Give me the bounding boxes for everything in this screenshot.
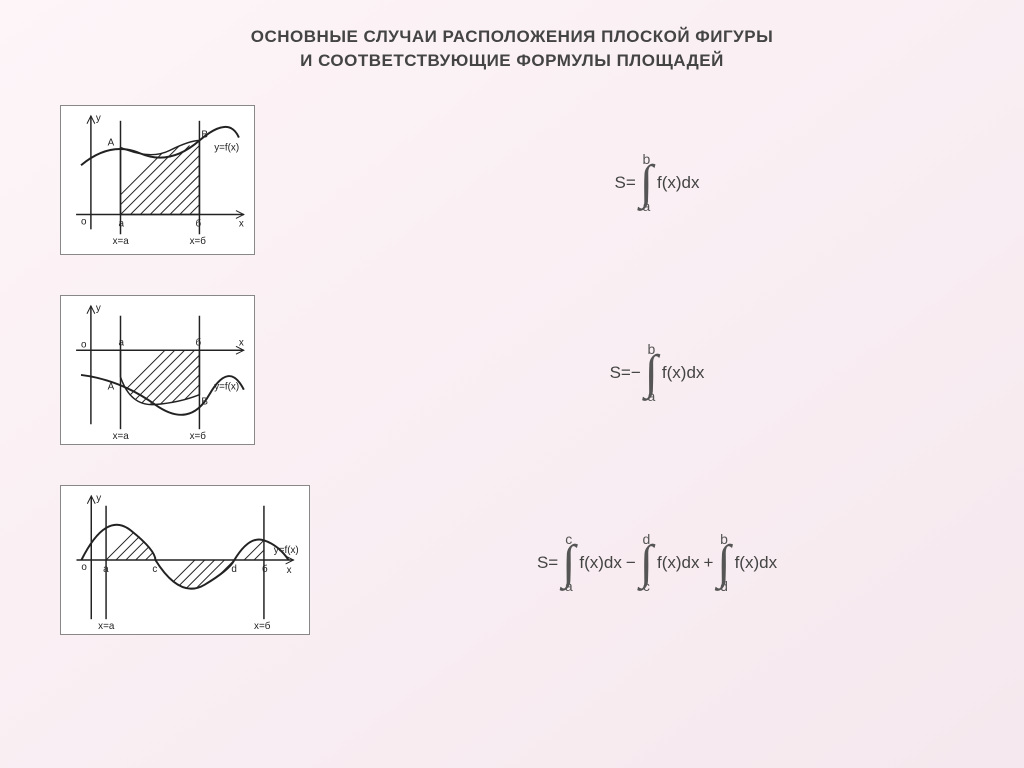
f2-integrand: f(x)dx	[662, 363, 705, 383]
svg-text:б: б	[195, 218, 201, 229]
title-line-2: И СООТВЕТСТВУЮЩИЕ ФОРМУЛЫ ПЛОЩАДЕЙ	[60, 49, 964, 73]
f2-prefix: S=−	[610, 363, 641, 383]
page-title: ОСНОВНЫЕ СЛУЧАИ РАСПОЛОЖЕНИЯ ПЛОСКОЙ ФИГ…	[0, 0, 1024, 83]
f2-lower: a	[647, 389, 655, 403]
integral-sign: ∫	[562, 546, 575, 580]
svg-text:б: б	[262, 564, 268, 575]
svg-text:y: y	[96, 113, 101, 124]
svg-text:y: y	[96, 493, 101, 504]
svg-text:A: A	[108, 138, 115, 149]
f3-prefix: S=	[537, 553, 558, 573]
svg-text:A: A	[108, 382, 115, 393]
svg-text:x=a: x=a	[113, 431, 130, 442]
svg-text:B: B	[201, 397, 208, 408]
svg-text:б: б	[195, 337, 201, 348]
integral-sign: ∫	[640, 166, 653, 200]
svg-text:y=f(x): y=f(x)	[214, 142, 239, 153]
svg-text:d: d	[231, 564, 236, 575]
f1-integrand: f(x)dx	[657, 173, 700, 193]
svg-text:x: x	[239, 337, 244, 348]
diagram-3: y x o a c d б y=f(x) x=a x=б	[60, 485, 290, 640]
svg-text:x=б: x=б	[254, 621, 271, 632]
formula-3: S= c ∫ a f(x)dx − d ∫ c f(x)dx + b ∫	[290, 532, 964, 594]
svg-text:x=a: x=a	[113, 236, 130, 247]
integral-sign: ∫	[640, 546, 653, 580]
svg-text:x=б: x=б	[190, 431, 207, 442]
diagram-1: y x o a б A B y=f(x) x=a x=б	[60, 105, 290, 260]
content-area: y x o a б A B y=f(x) x=a x=б S= b ∫ a f	[0, 83, 1024, 643]
diagram-2: y x o a б A B y=f(x) x=a x=б	[60, 295, 290, 450]
svg-text:o: o	[81, 562, 87, 573]
title-line-1: ОСНОВНЫЕ СЛУЧАИ РАСПОЛОЖЕНИЯ ПЛОСКОЙ ФИГ…	[60, 25, 964, 49]
svg-text:o: o	[81, 339, 87, 350]
integral-sign: ∫	[645, 356, 658, 390]
integral-sign: ∫	[717, 546, 730, 580]
svg-text:o: o	[81, 216, 87, 227]
svg-text:y=f(x): y=f(x)	[214, 382, 239, 393]
svg-text:y: y	[96, 303, 101, 314]
svg-text:c: c	[152, 564, 157, 575]
case-2: y x o a б A B y=f(x) x=a x=б S=− b ∫ a	[60, 293, 964, 453]
f1-prefix: S=	[615, 173, 636, 193]
svg-text:x: x	[239, 218, 244, 229]
svg-text:x=a: x=a	[98, 621, 115, 632]
formula-1: S= b ∫ a f(x)dx	[290, 152, 964, 214]
case-1: y x o a б A B y=f(x) x=a x=б S= b ∫ a f	[60, 103, 964, 263]
f1-lower: a	[642, 199, 650, 213]
case-3: y x o a c d б y=f(x) x=a x=б S= c ∫ a f	[60, 483, 964, 643]
formula-2: S=− b ∫ a f(x)dx	[290, 342, 964, 404]
svg-text:a: a	[103, 564, 109, 575]
svg-text:a: a	[119, 337, 125, 348]
svg-text:x=б: x=б	[190, 236, 207, 247]
svg-text:a: a	[119, 218, 125, 229]
svg-text:B: B	[201, 130, 208, 141]
